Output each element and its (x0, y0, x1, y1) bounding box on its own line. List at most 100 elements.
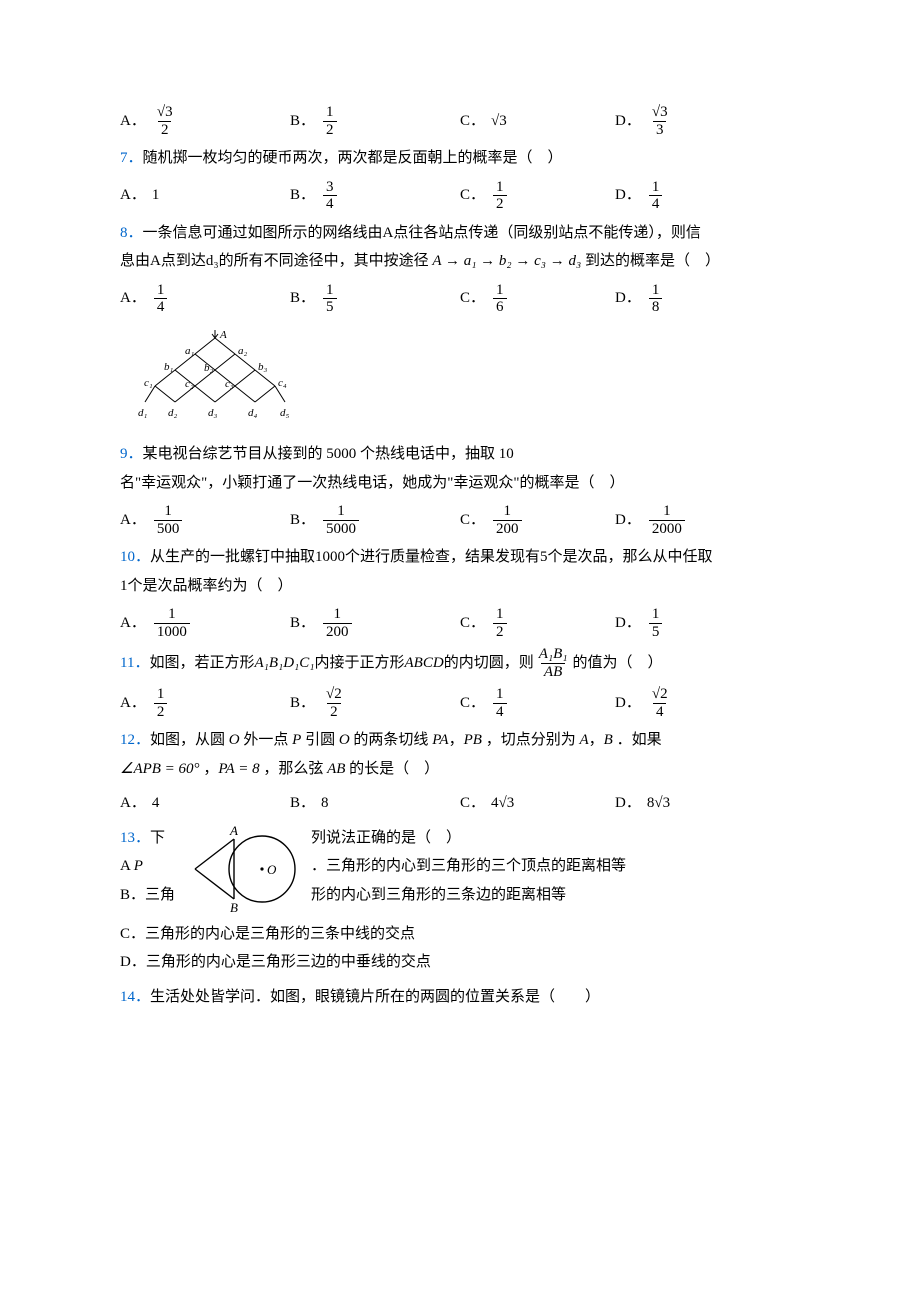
q12-angle: ∠APB = 60° (120, 761, 200, 777)
svg-text:B: B (230, 900, 238, 914)
q14-text: 生活处处皆学问．如图，眼镜镜片所在的两圆的位置关系是（ ） (150, 989, 600, 1005)
q9-line1: 某电视台综艺节目从接到的 5000 个热线电话中，抽取 10 (143, 446, 514, 462)
q11-opt-d: D．√24 (615, 686, 673, 720)
q7-opt-b: B． 34 (290, 179, 460, 213)
q6-options: A． √3 2 B． 1 2 C． √3 D． √3 3 (120, 104, 800, 138)
q8-opt-c: C．16 (460, 282, 615, 316)
opt-label: D． (615, 181, 641, 210)
q8-line2a: 息由A点到达d₃的所有不同途径中，其中按途径 (120, 253, 432, 269)
svg-text:d₅: d₅ (280, 407, 290, 419)
q8-opt-d: D．18 (615, 282, 664, 316)
q13-opt-d: D．三角形的内心是三角形三边的中垂线的交点 (120, 948, 800, 977)
q12-options: A．4 B．8 C．4√3 D．8√3 (120, 789, 800, 818)
q13-opt-b: 形的内心到三角形的三条边的距离相等 (311, 881, 800, 910)
q6-opt-a: A． √3 2 (120, 104, 290, 138)
q11-options: A．12 B．√22 C．14 D．√24 (120, 686, 800, 720)
fraction: √3 3 (649, 104, 671, 138)
value: 1 (152, 181, 160, 210)
q11-text3: 的内切圆，则 (444, 649, 534, 678)
q8-diagram: A a₁a₂ b₁b₂b₃ c₁c₂c₃c₄ d₁d₂d₃d₄d₅ (130, 324, 800, 433)
opt-label: C． (460, 181, 485, 210)
svg-text:A: A (229, 824, 238, 838)
q11: 11． 如图，若正方形 A₁B₁D₁C₁ 内接于正方形 ABCD 的内切圆，则 … (120, 646, 800, 680)
network-tree-icon: A a₁a₂ b₁b₂b₃ c₁c₂c₃c₄ d₁d₂d₃d₄d₅ (130, 324, 300, 424)
fraction: 1 2 (323, 104, 337, 138)
question-number: 7． (120, 150, 143, 166)
question-number: 14． (120, 989, 150, 1005)
q10-options: A．11000 B．1200 C．12 D．15 (120, 606, 800, 640)
svg-text:c₁: c₁ (144, 377, 153, 389)
q13: 13．下 A P B．三角 A B O 列说法正确的是（ ） ．三角形的内心到三… (120, 824, 800, 914)
svg-text:d₄: d₄ (248, 407, 258, 419)
q7-opt-c: C． 12 (460, 179, 615, 213)
opt-label: B． (290, 181, 315, 210)
q7: 7．随机掷一枚均匀的硬币两次，两次都是反面朝上的概率是（ ） (120, 144, 800, 173)
opt-label: B． (290, 107, 315, 136)
q8-opt-a: A．14 (120, 282, 290, 316)
question-number: 10． (120, 549, 150, 565)
fraction: √3 2 (154, 104, 176, 138)
q11-opt-a: A．12 (120, 686, 290, 720)
q10-opt-b: B．1200 (290, 606, 460, 640)
svg-text:c₄: c₄ (278, 377, 287, 389)
q9-opt-c: C．1200 (460, 503, 615, 537)
q11-text2: 内接于正方形 (315, 649, 405, 678)
q8-line1: 一条信息可通过如图所示的网络线由A点往各站点传递（同级别站点不能传递），则信 (143, 225, 701, 241)
svg-text:d₂: d₂ (168, 407, 178, 419)
q9: 9．某电视台综艺节目从接到的 5000 个热线电话中，抽取 10 名"幸运观众"… (120, 440, 800, 497)
q11-sq1: A₁B₁D₁C₁ (254, 649, 314, 678)
svg-text:c₃: c₃ (225, 378, 234, 390)
svg-text:A: A (219, 329, 227, 341)
question-number: 11． (120, 649, 149, 678)
q11-sq2: ABCD (405, 649, 444, 678)
opt-label: C． (460, 107, 485, 136)
q8-opt-b: B．15 (290, 282, 460, 316)
opt-label: D． (615, 107, 641, 136)
question-number: 8． (120, 225, 143, 241)
q8-path: A → a₁ → b₂ → c₃ → d₃ (432, 253, 581, 269)
svg-text:c₂: c₂ (185, 378, 194, 390)
q12: 12．如图，从圆 O 外一点 P 引圆 O 的两条切线 PA，PB ，切点分别为… (120, 726, 800, 783)
q13-stem-post: 列说法正确的是（ ） (311, 824, 800, 853)
opt-label: A． (120, 107, 146, 136)
q9-opt-d: D．12000 (615, 503, 687, 537)
q8: 8．一条信息可通过如图所示的网络线由A点往各站点传递（同级别站点不能传递），则信… (120, 219, 800, 276)
question-number: 12． (120, 732, 150, 748)
svg-text:O: O (267, 862, 277, 877)
q6-opt-b: B． 1 2 (290, 104, 460, 138)
q10-opt-a: A．11000 (120, 606, 290, 640)
svg-text:a₁: a₁ (185, 345, 195, 357)
question-text: 随机掷一枚均匀的硬币两次，两次都是反面朝上的概率是（ ） (143, 150, 563, 166)
svg-text:b₁: b₁ (164, 361, 174, 373)
fraction: A₁B₁ AB (536, 646, 571, 680)
svg-text:a₂: a₂ (238, 345, 248, 357)
q10-opt-d: D．15 (615, 606, 664, 640)
svg-text:d₃: d₃ (208, 407, 218, 419)
q9-opt-b: B．15000 (290, 503, 460, 537)
q7-options: A． 1 B． 34 C． 12 D． 14 (120, 179, 800, 213)
q9-line2: 名"幸运观众"，小颖打通了一次热线电话，她成为"幸运观众"的概率是（ ） (120, 469, 800, 498)
q14: 14．生活处处皆学问．如图，眼镜镜片所在的两圆的位置关系是（ ） (120, 983, 800, 1012)
q8-options: A．14 B．15 C．16 D．18 (120, 282, 800, 316)
q10-opt-c: C．12 (460, 606, 615, 640)
value: √3 (491, 107, 507, 136)
q11-text1: 如图，若正方形 (149, 649, 254, 678)
q12-opt-c: C．4√3 (460, 789, 615, 818)
q13-opt-a: ．三角形的内心到三角形的三个顶点的距离相等 (311, 852, 800, 881)
tangent-circle-icon: A B O (190, 824, 305, 914)
svg-text:b₃: b₃ (258, 361, 268, 373)
q10-line2: 1个是次品概率约为（ ） (120, 572, 800, 601)
q9-options: A．1500 B．15000 C．1200 D．12000 (120, 503, 800, 537)
q8-line2b: 到达的概率是（ ） (581, 253, 720, 269)
q11-opt-c: C．14 (460, 686, 615, 720)
svg-text:b₂: b₂ (204, 362, 214, 374)
q11-text4: 的值为（ ） (572, 649, 662, 678)
q10: 10．从生产的一批螺钉中抽取1000个进行质量检查，结果发现有5个是次品，那么从… (120, 543, 800, 600)
q11-opt-b: B．√22 (290, 686, 460, 720)
q12-opt-d: D．8√3 (615, 789, 670, 818)
opt-label: A． (120, 181, 146, 210)
q6-opt-d: D． √3 3 (615, 104, 673, 138)
q7-opt-a: A． 1 (120, 179, 290, 213)
q12-opt-a: A．4 (120, 789, 290, 818)
q12-opt-b: B．8 (290, 789, 460, 818)
